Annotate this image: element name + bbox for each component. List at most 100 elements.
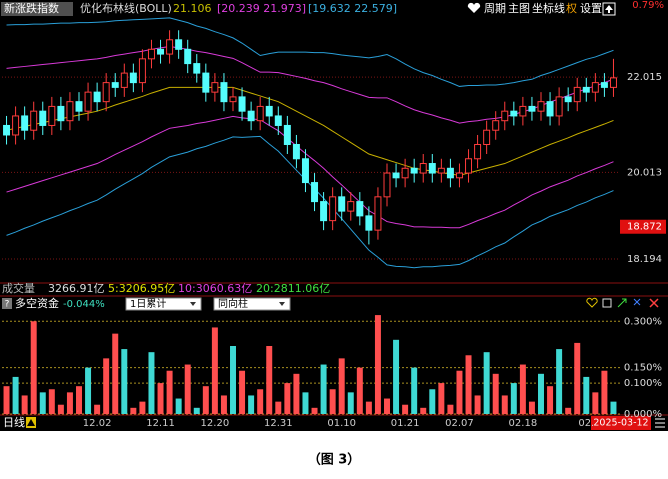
x-tick-label: 12.31 [264,418,293,429]
bar [66,392,73,414]
tool-icon[interactable] [633,298,641,306]
bar [320,364,327,414]
bar [57,404,64,414]
menu-icon[interactable] [655,418,665,428]
volume-label: 成交量 [2,281,35,295]
boll-outer: [19.632 22.579] [308,2,397,15]
bar [574,342,581,414]
candle-body [184,48,192,65]
bar [429,389,436,414]
menu-item[interactable]: 坐标线 [532,1,565,15]
bar [528,401,535,414]
bar [21,395,28,414]
mode-value[interactable]: 1日累计 [130,297,166,310]
candle-body [75,101,83,112]
candle-body [311,182,319,203]
x-tick-label: 01.21 [391,418,420,429]
candle-body [501,110,509,122]
bar [411,367,418,414]
candle-body [175,39,183,50]
dropdown-arrow [190,302,196,306]
candle-body [57,105,65,122]
candle-body [437,167,445,174]
candle-body [329,196,337,222]
candle-body [220,82,228,103]
collapse-button[interactable] [602,2,616,16]
bar [275,401,282,414]
candle-body [120,72,128,88]
bar [592,392,599,414]
candle-body [365,215,373,231]
bar [175,398,182,414]
candle-body [12,115,20,136]
menu-item[interactable]: 主图 [508,2,530,15]
band-line [6,17,614,87]
bar [302,392,309,414]
candle-body [39,110,47,126]
candle-body [283,124,291,145]
bar [329,389,336,414]
help-box[interactable] [2,298,12,309]
fund-value: -0.044% [63,299,105,310]
candle-body [537,101,545,112]
volume-ma10: 10:3060.63亿 [178,282,252,295]
bar [257,389,264,414]
window-icon[interactable] [602,298,612,308]
menu-item[interactable]: 周期 [484,2,506,15]
candle-body [591,82,599,93]
period-label[interactable]: 日线 [3,415,25,429]
candle-body [401,167,409,179]
candle-body [292,143,300,160]
band-line [6,86,614,176]
favorite-icon[interactable] [467,2,481,14]
candle-body [84,91,92,112]
candle-body [392,172,400,179]
index-name-box[interactable] [1,2,73,16]
menu-item[interactable]: 设置 [580,2,602,15]
x-tick-label: 01.10 [327,418,356,429]
close-icon[interactable] [649,298,659,308]
index-name[interactable]: 新涨跌指数 [4,1,59,15]
bar [438,383,445,414]
candle-body [48,105,56,126]
bar [166,370,173,414]
mode-dropdown[interactable] [125,297,202,311]
caption: （图 3） [308,452,361,468]
bar [365,401,372,414]
bar [76,386,82,414]
bar [139,401,146,414]
bar [239,370,246,414]
style-dropdown[interactable] [213,297,291,311]
candle-body [301,158,309,184]
candle-body [202,72,210,93]
bar [293,373,300,414]
dropdown-arrow [279,302,285,306]
x-tick-label: 12.11 [146,418,175,429]
bar [556,349,563,414]
bar [121,349,128,414]
candle-body [229,96,237,103]
bar [230,346,236,414]
x-tick-label: 02.07 [445,418,474,429]
help-icon[interactable]: ? [5,300,10,310]
fund-name: 多空资金 [15,296,59,310]
volume-ma5: 5:3206.95亿 [108,282,175,295]
candle-body [428,163,436,174]
candle-body [465,158,473,174]
bar [374,315,381,414]
y-tick-label: 0.000% [624,409,662,420]
candle-body [247,110,255,122]
candle-body [510,110,518,117]
favorite-icon[interactable] [586,297,598,308]
bar [202,386,209,414]
last-price-box [620,219,666,234]
candle-body [93,91,101,103]
menu-item[interactable]: 权 [566,2,577,15]
period-icon [27,419,35,426]
candle-body [21,115,29,131]
candle-body [138,58,146,84]
style-value[interactable]: 同向柱 [218,297,248,310]
bar [465,355,472,414]
expand-icon[interactable] [617,298,627,308]
